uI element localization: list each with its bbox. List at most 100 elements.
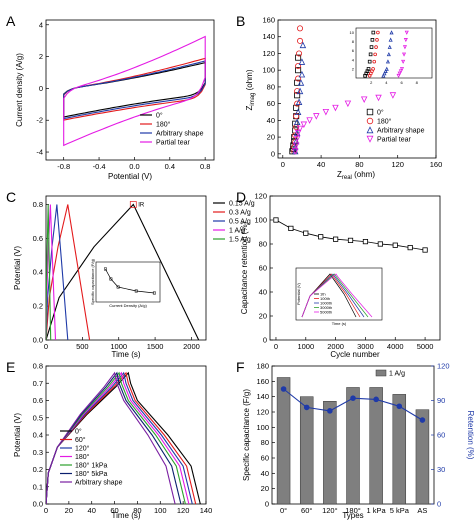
panel-f-legend-swatch xyxy=(375,369,387,377)
panel-b-point-3 xyxy=(292,142,300,149)
panel-b-legend-marker xyxy=(366,117,374,125)
b-xtick-label: 160 xyxy=(430,160,443,169)
panel-c-curve-1 xyxy=(46,204,91,340)
panel-b-legend-label: Partial tear xyxy=(377,137,412,144)
e-xtick-label: 120 xyxy=(177,506,190,515)
panel-b-inset-point-3 xyxy=(396,73,401,79)
e-ytick-label: 0.3 xyxy=(33,448,43,457)
panel-b-point-0 xyxy=(293,104,300,111)
panel-f-bar xyxy=(369,387,383,505)
f-ytick-label: 140 xyxy=(256,392,269,401)
panel-b-point-2 xyxy=(299,41,307,49)
panel-c-curve-2 xyxy=(46,204,69,340)
f-y2tick-label: 90 xyxy=(437,396,445,405)
panel-d-point xyxy=(347,237,354,243)
panel-e-legend-label: Arbitrary shape xyxy=(75,480,123,487)
panel-b-inset-point-0 xyxy=(370,38,375,42)
a-xtick-label: -0.4 xyxy=(93,162,106,171)
panel-a-legend-label: 0° xyxy=(156,112,163,120)
panel-b-ylabel-sub: imag xyxy=(250,93,256,106)
panel-b-point-3 xyxy=(375,94,382,102)
panel-b-inset-point-2 xyxy=(389,30,394,35)
panel-b-point-2 xyxy=(295,98,303,105)
panel-b-inset-point-1 xyxy=(371,67,375,71)
panel-d-point xyxy=(362,238,369,245)
panel-e-legend-label: 60° xyxy=(75,436,86,444)
d-xtick-label: 2000 xyxy=(327,342,344,351)
panel-b-ylabel: Zimag (ohm) xyxy=(245,69,256,110)
d-ytick-label: 20 xyxy=(259,312,267,321)
panel-b-inset-point-2 xyxy=(384,66,389,71)
panel-b-inset-point-3 xyxy=(404,30,409,35)
f-ytick-label: 100 xyxy=(256,423,269,432)
panel-letter-a: A xyxy=(6,13,16,29)
panel-b-point-1 xyxy=(297,37,304,44)
panel-b-inset-ytick-label: 2 xyxy=(352,66,355,71)
panel-b-point-2 xyxy=(293,129,301,136)
panel-b-point-1 xyxy=(295,63,302,70)
c-ytick-label: 0.8 xyxy=(33,200,43,209)
panel-b-inset-point-3 xyxy=(397,71,402,76)
panel-c-curve-4 xyxy=(46,204,52,340)
panel-b-legend-marker xyxy=(366,108,374,116)
b-ytick-label: 100 xyxy=(262,66,275,75)
panel-b-point-1 xyxy=(294,100,301,107)
panel-f-retention-point xyxy=(280,386,287,392)
panel-a-xlabel: Potential (V) xyxy=(108,172,152,181)
panel-c-inset-point xyxy=(103,267,107,271)
panel-f-retention-point xyxy=(396,403,403,410)
e-ytick-label: 0.4 xyxy=(33,431,43,440)
panel-b-inset-point-2 xyxy=(386,52,391,57)
panel-f-ylabel: Specific capacitance (F/g) xyxy=(242,389,251,481)
panel-d-inset-legend-label: 1000th xyxy=(320,301,332,306)
panel-d-retention-chart: 0 1000 2000 3000 4000 5000 0 20 40 60 80 100 120 1th… xyxy=(240,192,441,359)
panel-b-point-3 xyxy=(306,117,313,124)
a-xtick-label: 0.4 xyxy=(165,162,175,171)
panel-d-inset-xlabel: Time (s) xyxy=(332,321,347,326)
panel-b-legend-label: 0° xyxy=(377,109,384,117)
panel-b-point-3 xyxy=(291,148,299,155)
panel-f-bar-chart: 0 20 40 60 80 100 120 140 160 180 0 30 60 90 120 0° 60° 1… xyxy=(242,362,474,521)
panel-b-inset-ytick-label: 6 xyxy=(352,48,355,53)
panel-f-xlabel: Types xyxy=(342,511,363,520)
panel-b-inset-point-1 xyxy=(376,30,380,35)
panel-f-bar xyxy=(299,396,314,505)
panel-f-bar xyxy=(323,401,337,505)
panel-f-bar xyxy=(415,409,430,505)
c-ytick-label: 0.6 xyxy=(33,234,43,243)
panel-b-inset-point-2 xyxy=(385,59,390,64)
panel-c-legend-label: 0.15 A/g xyxy=(229,201,255,208)
panel-d-inset-legend-label: 3000th xyxy=(320,305,332,310)
d-ytick-label: 0 xyxy=(263,336,267,345)
e-ytick-label: 0.8 xyxy=(33,362,43,371)
panel-c-legend-label: 0.5 A/g xyxy=(229,219,251,226)
panel-d-inset-legend-label: 5000th xyxy=(320,310,332,315)
d-ytick-label: 40 xyxy=(259,288,267,297)
a-ytick-label: 4 xyxy=(39,20,43,29)
panel-b-ylabel-main: Z xyxy=(245,106,254,111)
panel-b-frame xyxy=(277,19,437,159)
panel-b-point-3 xyxy=(294,129,302,137)
panel-b-inset-point-3 xyxy=(403,38,408,43)
d-xtick-label: 4000 xyxy=(387,342,404,351)
panel-b-inset-point-1 xyxy=(375,38,379,42)
panel-b-inset-point-2 xyxy=(381,73,386,78)
f-ytick-label: 160 xyxy=(256,377,269,386)
b-xtick-label: 80 xyxy=(355,160,363,169)
panel-c-inset-point xyxy=(134,289,138,293)
panel-e-legend-label: 0° xyxy=(75,428,82,436)
panel-c-ir-label: IR xyxy=(138,202,145,208)
panel-b-inset-ytick-label: 10 xyxy=(350,30,355,35)
panel-a-frame xyxy=(45,19,215,161)
panel-b-inset-point-1 xyxy=(374,45,378,49)
panel-d-inset-frame xyxy=(295,267,383,321)
panel-f-retention-point xyxy=(419,417,426,423)
panel-b-point-2 xyxy=(294,108,302,115)
panel-e-legend-label: 180° 1kPa xyxy=(75,462,107,470)
panel-c-gcd-chart: 0 500 1000 1500 2000 0.0 0.2 0.4 0.6 0.8 IR 0.15 … xyxy=(13,195,255,359)
panel-d-point xyxy=(303,230,309,236)
panel-c-inset-ylabel: Specific capacitance (F/g) xyxy=(90,258,95,305)
panel-a-ylabel: Current density (A/g) xyxy=(15,53,24,127)
panel-a-legend-label: 180° xyxy=(156,121,171,129)
